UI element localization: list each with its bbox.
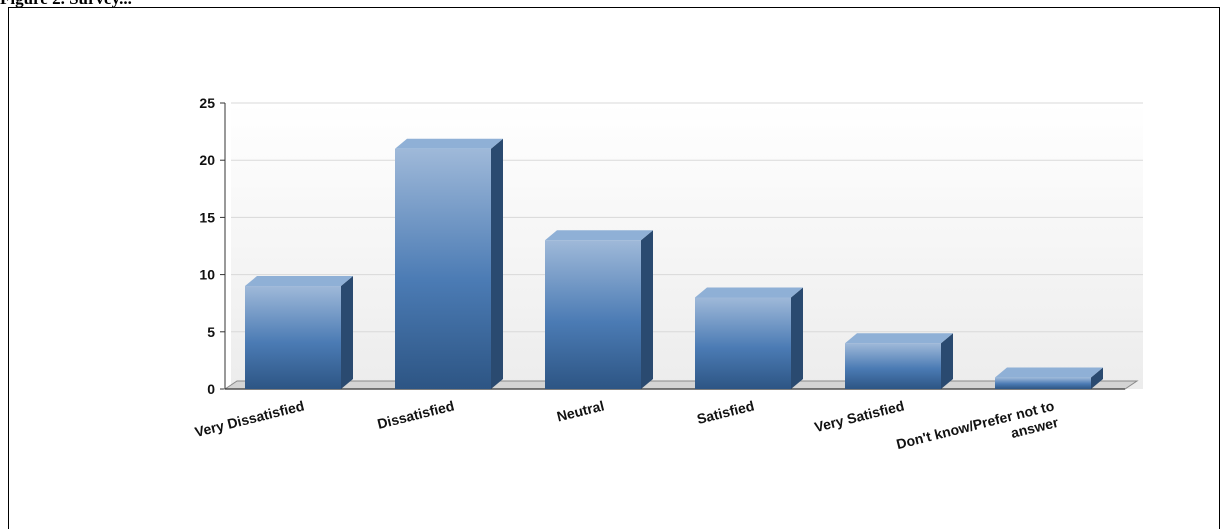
bar [245,276,353,389]
bar [395,138,503,389]
bar-top [995,367,1103,378]
y-tick-label: 10 [199,267,215,283]
bar-top [245,276,353,287]
bar-front [845,343,941,389]
bar-side [1091,367,1103,389]
bar-top [545,230,653,241]
x-tick-label-line: Very Dissatisfied [193,397,306,440]
x-tick-label: Neutral [555,397,606,424]
bar-top [395,138,503,149]
bar-front [995,377,1091,389]
y-tick-label: 5 [207,324,215,340]
gridlines [231,102,1143,333]
bar-side [791,287,803,389]
bar-side [491,138,503,389]
bar-front [545,240,641,389]
chart-frame [8,7,1220,529]
bars [245,138,1103,389]
x-tick-label-line: Satisfied [695,397,755,427]
bar-front [395,148,491,389]
figure-caption: Figure 2. Survey... [0,0,132,9]
x-tick-label: Very Dissatisfied [193,397,306,440]
plot-area [231,103,1143,389]
bar-top [695,287,803,298]
x-tick-label-line: Neutral [555,397,606,424]
bar-front [245,286,341,389]
bar [995,367,1103,389]
x-tick-label: Dissatisfied [376,397,456,432]
bar-side [941,333,953,389]
bar [545,230,653,389]
x-tick-label-line: Dissatisfied [376,397,456,432]
x-tick-label: Satisfied [695,397,755,427]
bar [845,333,953,389]
x-tick-label: Don't know/Prefer not toanswer [895,397,1061,468]
bar [695,287,803,389]
bar-side [641,230,653,389]
y-tick-label: 0 [207,381,215,397]
y-tick-label: 15 [199,209,215,225]
y-tick-label: 25 [199,95,215,111]
x-tick-label-line: Very Satisfied [813,397,906,435]
y-tick-label: 20 [199,152,215,168]
x-tick-label: Very Satisfied [813,397,906,435]
bar-top [845,333,953,344]
bar-front [695,297,791,389]
bar-side [341,276,353,389]
